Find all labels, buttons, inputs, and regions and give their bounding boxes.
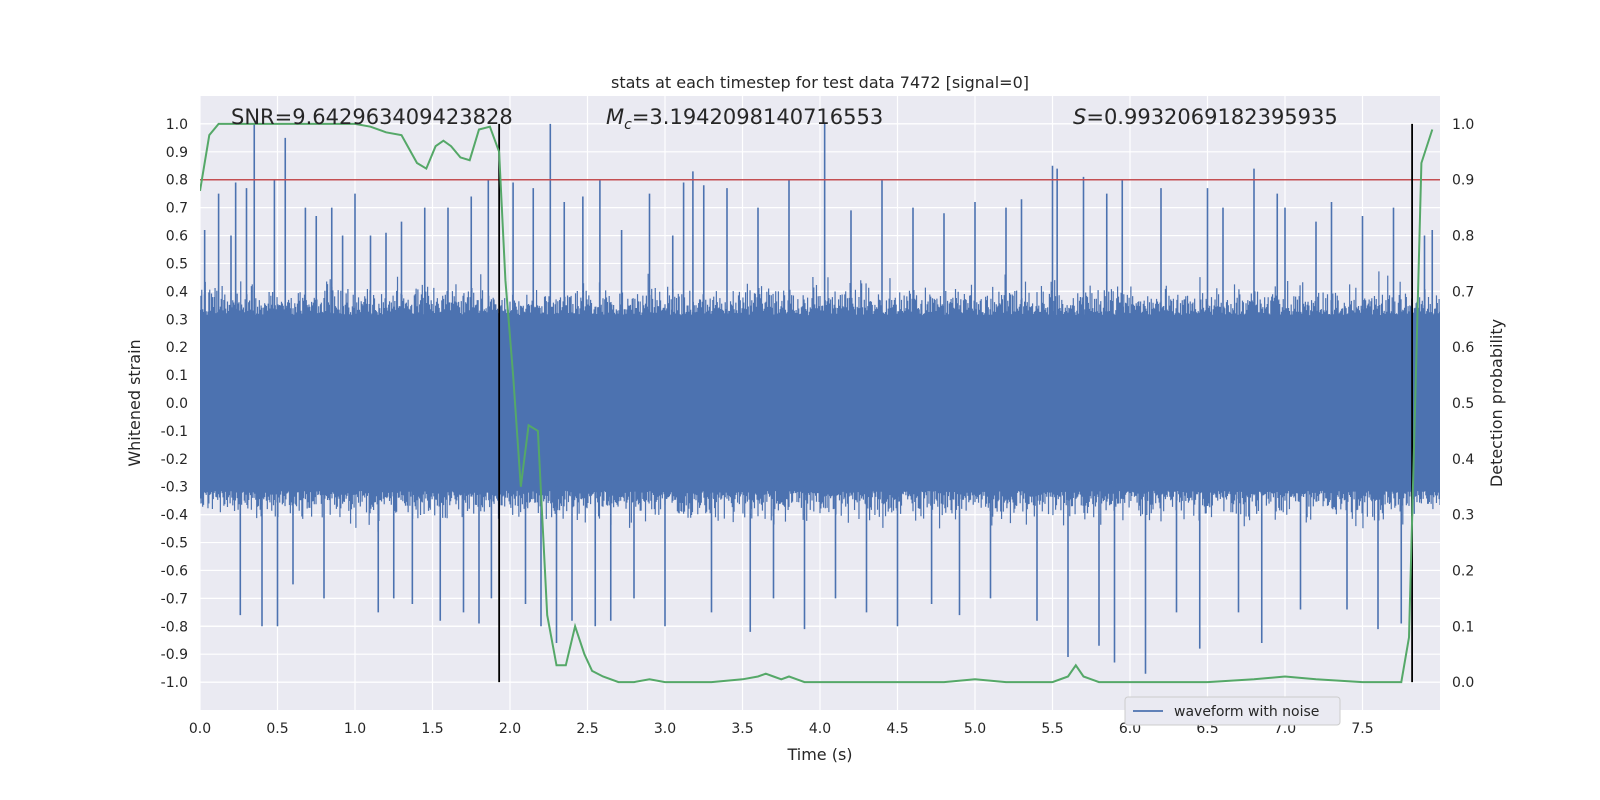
y2-tick-label: 0.2 [1452, 563, 1474, 579]
y-tick-label: -0.4 [161, 508, 188, 524]
x-tick-label: 1.0 [344, 721, 366, 737]
y2-tick-label: 0.5 [1452, 396, 1474, 412]
y-tick-label: 1.0 [166, 117, 188, 133]
x-tick-label: 5.5 [1041, 721, 1063, 737]
y2-tick-label: 0.4 [1452, 452, 1474, 468]
x-tick-label: 3.0 [654, 721, 676, 737]
y-tick-label: -1.0 [161, 675, 188, 691]
y-tick-label: 0.4 [166, 284, 188, 300]
spin-annotation: S=0.9932069182395935 [1073, 105, 1338, 129]
y-tick-label: -0.5 [161, 536, 188, 552]
x-axis-label: Time (s) [786, 745, 852, 764]
x-tick-label: 4.0 [809, 721, 831, 737]
y2-tick-label: 0.7 [1452, 284, 1474, 300]
waveform-series [200, 123, 1440, 674]
y-tick-label: 0.0 [166, 396, 188, 412]
y2-tick-label: 0.1 [1452, 619, 1474, 635]
x-tick-label: 5.0 [964, 721, 986, 737]
y-tick-label: 0.9 [166, 145, 188, 161]
y-tick-label: -0.6 [161, 563, 188, 579]
y-tick-label: -0.2 [161, 452, 188, 468]
detection-probability-line [200, 122, 1434, 684]
spin-value: =0.9932069182395935 [1086, 105, 1337, 129]
y2-tick-label: 0.3 [1452, 508, 1474, 524]
overlay-layer [200, 122, 1440, 684]
x-tick-label: 2.5 [576, 721, 598, 737]
legend-label-waveform: waveform with noise [1174, 704, 1319, 720]
x-tick-label: 2.0 [499, 721, 521, 737]
y-tick-label: 0.1 [166, 368, 188, 384]
y2-axis-ticks: 1.0 0.9 0.8 0.7 0.6 0.5 0.4 0.3 0.2 0.1 0.0 [1452, 117, 1474, 691]
waveform-core [200, 319, 1440, 487]
chirp-mass-symbol: M [606, 105, 624, 129]
y-tick-label: 0.7 [166, 201, 188, 217]
y-tick-label: -0.8 [161, 619, 188, 635]
chirp-mass-value: =3.1942098140716553 [632, 105, 883, 129]
y2-tick-label: 0.0 [1452, 675, 1474, 691]
y-axis-label: Whitened strain [125, 339, 144, 466]
y-axis-ticks: 1.0 0.9 0.8 0.7 0.6 0.5 0.4 0.3 0.2 0.1 0.0 -0.1 -0.… [161, 117, 188, 691]
y-tick-label: -0.7 [161, 591, 188, 607]
spin-symbol: S [1073, 105, 1086, 129]
y2-axis-label: Detection probability [1487, 319, 1506, 487]
y-tick-label: 0.8 [166, 173, 188, 189]
chirp-mass-subscript: c [624, 117, 632, 133]
chart-title: stats at each timestep for test data 747… [611, 73, 1029, 92]
y-tick-label: -0.1 [161, 424, 188, 440]
y2-tick-label: 0.9 [1452, 173, 1474, 189]
x-tick-label: 4.5 [886, 721, 908, 737]
y-tick-label: -0.3 [161, 480, 188, 496]
y-tick-label: 0.3 [166, 312, 188, 328]
y2-tick-label: 1.0 [1452, 117, 1474, 133]
x-tick-label: 0.0 [189, 721, 211, 737]
y-tick-label: 0.2 [166, 340, 188, 356]
y-tick-label: 0.6 [166, 229, 188, 245]
x-tick-label: 0.5 [266, 721, 288, 737]
x-tick-label: 1.5 [421, 721, 443, 737]
y-tick-label: -0.9 [161, 647, 188, 663]
x-tick-label: 3.5 [731, 721, 753, 737]
chirp-mass-annotation: Mc=3.1942098140716553 [606, 105, 883, 133]
snr-annotation: SNR=9.642963409423828 [231, 105, 513, 129]
y-tick-label: 0.5 [166, 256, 188, 272]
legend: waveform with noise [1124, 696, 1341, 726]
y2-tick-label: 0.8 [1452, 229, 1474, 245]
x-tick-label: 7.5 [1351, 721, 1373, 737]
legend-box [1124, 696, 1341, 726]
y2-tick-label: 0.6 [1452, 340, 1474, 356]
